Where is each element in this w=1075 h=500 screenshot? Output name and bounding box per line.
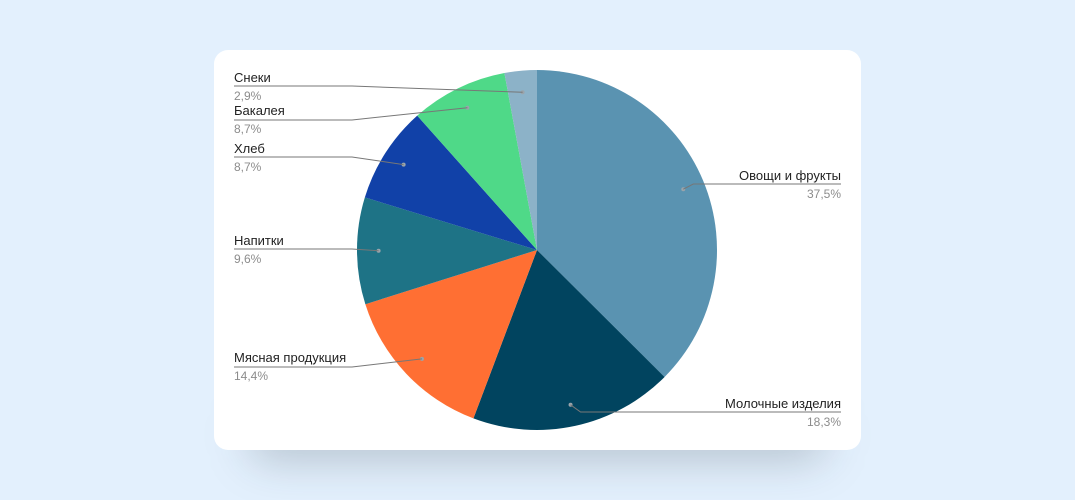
leader-line (234, 248, 379, 252)
leader-line (570, 404, 841, 413)
slice-label: Бакалея (234, 103, 285, 118)
leader-line (683, 183, 841, 190)
slice-percent: 2,9% (234, 89, 262, 103)
pie-slice (473, 250, 665, 431)
slice-percent: 8,7% (234, 160, 262, 174)
slice-percent: 9,6% (234, 252, 262, 266)
pie-slice (504, 70, 537, 250)
pie-slice (537, 70, 718, 377)
slice-percent: 8,7% (234, 122, 262, 136)
pie-slice (365, 250, 537, 419)
slice-percent: 18,3% (807, 415, 841, 429)
leader-line (234, 107, 468, 121)
pie-slices (357, 70, 718, 431)
slice-label: Молочные изделия (725, 396, 841, 411)
leader-line (234, 85, 523, 93)
slice-percent: 14,4% (234, 369, 268, 383)
slice-labels: Овощи и фрукты 37,5% Молочные изделия 18,3%… (234, 70, 841, 429)
slice-label: Снеки (234, 70, 271, 85)
slice-label: Овощи и фрукты (739, 168, 841, 183)
pie-slice (364, 115, 537, 250)
slice-label: Хлеб (234, 141, 265, 156)
slice-label: Мясная продукция (234, 350, 346, 365)
slice-label: Напитки (234, 233, 284, 248)
pie-slice (357, 197, 537, 305)
leader-line (234, 358, 423, 368)
leader-lines (234, 85, 841, 413)
pie-slice (417, 72, 537, 250)
leader-line (234, 156, 404, 166)
slice-percent: 37,5% (807, 187, 841, 201)
